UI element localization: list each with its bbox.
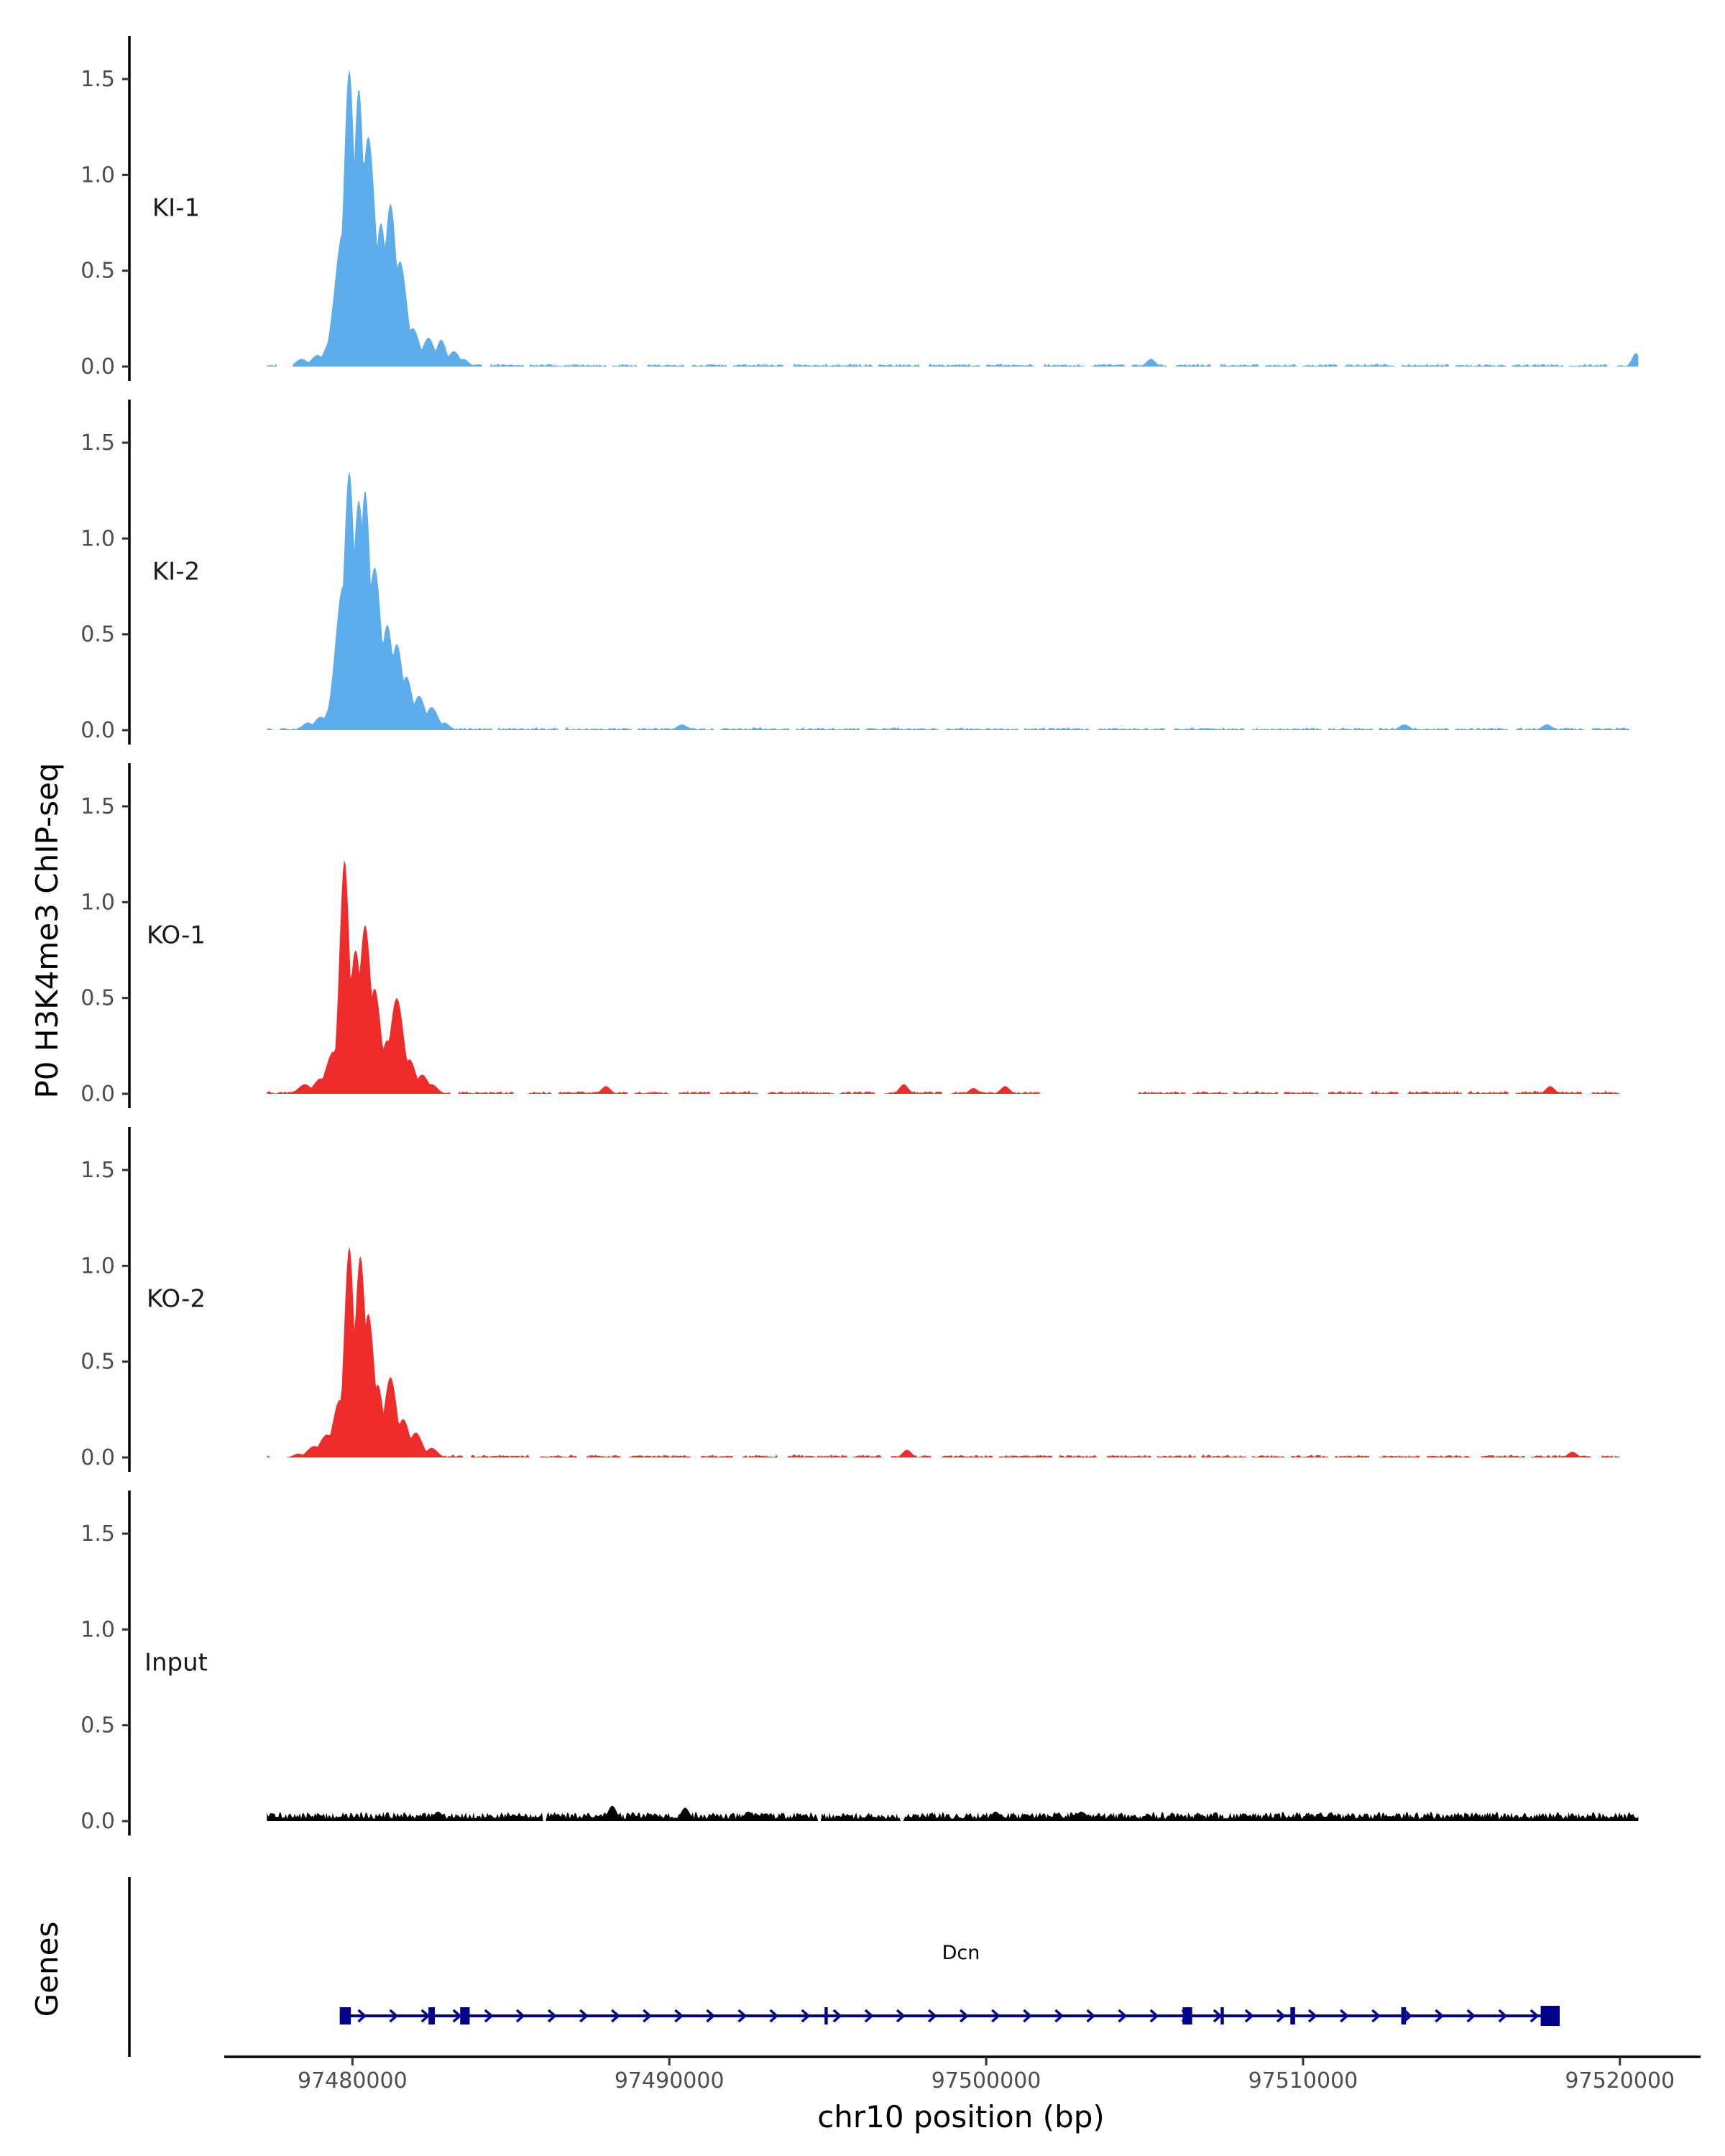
y-tick-label: 1.5 xyxy=(80,1158,115,1183)
y-tick-label: 0.5 xyxy=(80,1350,115,1375)
strand-arrow xyxy=(547,2009,557,2023)
gene-exon xyxy=(824,2007,828,2024)
strand-arrow xyxy=(1149,2009,1159,2023)
strand-arrow xyxy=(389,2009,399,2023)
strand-arrow xyxy=(1276,2009,1286,2023)
gene-exon xyxy=(1540,2006,1560,2026)
track-panel-ki-2: 0.0 0.5 1.0 1.5 KI-2 xyxy=(80,400,1629,745)
signal-area-ko-2 xyxy=(267,1246,1619,1457)
gene-exon xyxy=(1182,2007,1192,2024)
strand-arrow xyxy=(1340,2009,1349,2023)
y-tick-label: 1.0 xyxy=(80,526,115,551)
gene-track xyxy=(128,1877,1560,2057)
strand-arrow xyxy=(960,2009,969,2023)
x-tick-label: 97520000 xyxy=(1565,2068,1675,2093)
strand-arrow xyxy=(579,2009,589,2023)
strand-arrow xyxy=(1023,2009,1033,2023)
strand-arrow xyxy=(515,2009,525,2023)
strand-arrow xyxy=(674,2009,684,2023)
track-label: KI-2 xyxy=(152,557,200,586)
strand-arrow xyxy=(1086,2009,1096,2023)
strand-arrow xyxy=(1244,2009,1254,2023)
strand-arrow xyxy=(611,2009,620,2023)
y-axis-title: P0 H3K4me3 ChIP-seq xyxy=(29,763,65,1098)
strand-arrow xyxy=(1213,2009,1223,2023)
strand-arrow xyxy=(1403,2009,1413,2023)
gene-exon xyxy=(460,2007,470,2024)
signal-tracks: 0.0 0.5 1.0 1.5 KI-1 0.0 0.5 1.0 1.5 KI-2 0.0 0.5 1.… xyxy=(80,36,1639,1835)
strand-arrow xyxy=(801,2009,811,2023)
x-tick-label: 97490000 xyxy=(615,2068,724,2093)
signal-area-ko-1 xyxy=(267,860,1619,1094)
y-tick-label: 1.0 xyxy=(80,1253,115,1279)
signal-area-input xyxy=(267,1805,1639,1821)
track-panel-ko-2: 0.0 0.5 1.0 1.5 KO-2 xyxy=(80,1127,1619,1472)
y-tick-label: 0.5 xyxy=(80,259,115,284)
y-tick-label: 0.5 xyxy=(80,986,115,1011)
strand-arrow xyxy=(357,2009,367,2023)
y-tick-label: 0.0 xyxy=(80,1445,115,1470)
strand-arrow xyxy=(1371,2009,1381,2023)
y-tick-label: 1.0 xyxy=(80,162,115,188)
gene-exon xyxy=(339,2007,351,2024)
track-label: KI-1 xyxy=(152,193,200,222)
track-panel-input: 0.0 0.5 1.0 1.5 Input xyxy=(80,1491,1639,1835)
y-tick-label: 1.0 xyxy=(80,1617,115,1642)
y-tick-label: 1.5 xyxy=(80,794,115,819)
strand-arrow xyxy=(832,2009,842,2023)
x-axis: 97480000 97490000 97500000 97510000 97520000 xyxy=(224,2055,1701,2093)
strand-arrow xyxy=(643,2009,652,2023)
track-panel-ko-1: 0.0 0.5 1.0 1.5 KO-1 xyxy=(80,763,1619,1108)
strand-arrow xyxy=(706,2009,716,2023)
y-tick-label: 1.5 xyxy=(80,67,115,92)
gene-exon xyxy=(1220,2007,1224,2024)
y-tick-label: 1.5 xyxy=(80,430,115,456)
y-tick-label: 1.5 xyxy=(80,1521,115,1547)
y-tick-label: 0.0 xyxy=(80,1809,115,1834)
strand-arrow xyxy=(1498,2009,1508,2023)
gene-track-title: Genes xyxy=(29,1922,65,2017)
strand-arrow xyxy=(1118,2009,1128,2023)
strand-arrow xyxy=(1307,2009,1317,2023)
x-tick-label: 97480000 xyxy=(298,2068,408,2093)
strand-arrow xyxy=(737,2009,748,2023)
track-label: KO-1 xyxy=(147,921,206,949)
gene-label: Dcn xyxy=(942,1942,980,1964)
strand-arrow xyxy=(864,2009,874,2023)
track-label: Input xyxy=(144,1648,208,1677)
gene-exon xyxy=(428,2007,435,2024)
x-axis-title: chr10 position (bp) xyxy=(817,2099,1105,2134)
track-panel-ki-1: 0.0 0.5 1.0 1.5 KI-1 xyxy=(80,36,1639,381)
strand-arrow xyxy=(896,2009,906,2023)
y-tick-label: 0.0 xyxy=(80,718,115,743)
strand-arrow xyxy=(1435,2009,1445,2023)
strand-arrow xyxy=(927,2009,937,2023)
y-tick-label: 0.0 xyxy=(80,354,115,379)
strand-arrow xyxy=(769,2009,779,2023)
y-tick-label: 0.5 xyxy=(80,1713,115,1738)
y-tick-label: 0.0 xyxy=(80,1082,115,1107)
strand-arrow xyxy=(452,2009,462,2023)
strand-arrow xyxy=(484,2009,494,2023)
signal-area-ki-2 xyxy=(267,471,1629,730)
strand-arrow xyxy=(1530,2009,1540,2023)
strand-arrow xyxy=(991,2009,1000,2023)
y-tick-label: 0.5 xyxy=(80,622,115,648)
gene-exon xyxy=(1401,2007,1407,2024)
track-label: KO-2 xyxy=(147,1284,206,1313)
x-tick-label: 97500000 xyxy=(932,2068,1041,2093)
strand-arrow xyxy=(1054,2009,1064,2023)
gene-exon xyxy=(1290,2007,1295,2024)
strand-arrow xyxy=(420,2009,431,2023)
y-tick-label: 1.0 xyxy=(80,890,115,915)
strand-arrow xyxy=(1466,2009,1476,2023)
signal-area-ki-1 xyxy=(267,69,1639,367)
x-tick-label: 97510000 xyxy=(1248,2068,1358,2093)
